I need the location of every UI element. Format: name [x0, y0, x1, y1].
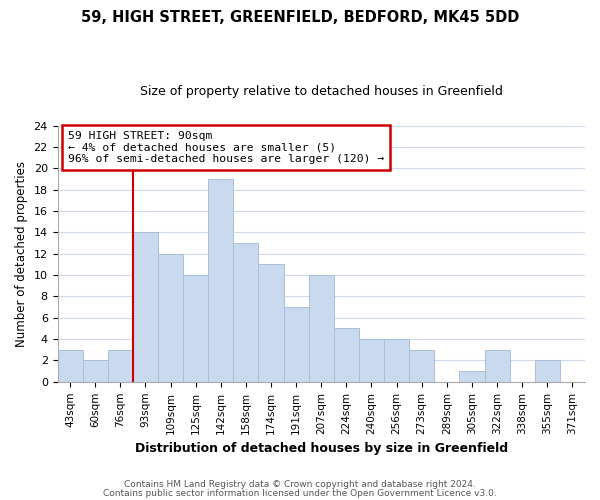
Text: Contains public sector information licensed under the Open Government Licence v3: Contains public sector information licen… — [103, 488, 497, 498]
Bar — [183, 275, 208, 382]
Bar — [58, 350, 83, 382]
Bar — [485, 350, 509, 382]
Bar — [535, 360, 560, 382]
X-axis label: Distribution of detached houses by size in Greenfield: Distribution of detached houses by size … — [135, 442, 508, 455]
Text: Contains HM Land Registry data © Crown copyright and database right 2024.: Contains HM Land Registry data © Crown c… — [124, 480, 476, 489]
Bar — [409, 350, 434, 382]
Bar — [108, 350, 133, 382]
Bar — [233, 243, 259, 382]
Bar — [259, 264, 284, 382]
Bar — [334, 328, 359, 382]
Text: 59 HIGH STREET: 90sqm
← 4% of detached houses are smaller (5)
96% of semi-detach: 59 HIGH STREET: 90sqm ← 4% of detached h… — [68, 130, 385, 164]
Bar — [384, 339, 409, 382]
Bar — [284, 307, 309, 382]
Bar — [133, 232, 158, 382]
Bar — [359, 339, 384, 382]
Bar — [158, 254, 183, 382]
Bar — [309, 275, 334, 382]
Bar — [83, 360, 108, 382]
Bar — [208, 179, 233, 382]
Bar — [460, 371, 485, 382]
Text: 59, HIGH STREET, GREENFIELD, BEDFORD, MK45 5DD: 59, HIGH STREET, GREENFIELD, BEDFORD, MK… — [81, 10, 519, 25]
Title: Size of property relative to detached houses in Greenfield: Size of property relative to detached ho… — [140, 85, 503, 98]
Y-axis label: Number of detached properties: Number of detached properties — [15, 160, 28, 346]
